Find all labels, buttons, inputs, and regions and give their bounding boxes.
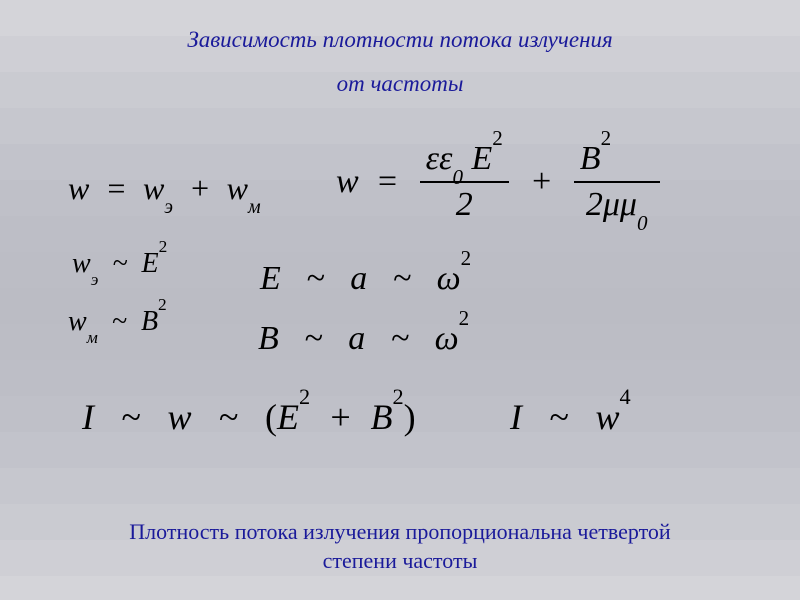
sym-w: w xyxy=(595,397,619,437)
sym-tilde: ~ xyxy=(391,320,409,357)
sym-B: B xyxy=(258,320,279,357)
fraction-magnetic: B2 00 2μμ0 xyxy=(574,140,660,224)
subscript: э xyxy=(91,270,99,289)
sym-E: E xyxy=(260,260,281,297)
formula-we-prop-E2: wэ ~ E2 xyxy=(72,248,167,280)
sym-w: w xyxy=(167,397,191,437)
superscript: 2 xyxy=(392,384,403,409)
fraction-electric: εε0 E2 2 xyxy=(420,140,509,224)
title-line-2: от частоты xyxy=(337,71,464,96)
sym-plus: + xyxy=(530,163,553,200)
sym-E: E xyxy=(142,248,159,279)
sym-B: B xyxy=(580,140,601,177)
bottom-conclusion: Плотность потока излучения пропорциональ… xyxy=(0,517,800,576)
sym-w: w xyxy=(336,163,359,200)
formula-E-a-omega2: E ~ a ~ ω2 xyxy=(260,260,471,298)
sym-I: I xyxy=(510,397,522,437)
sym-tilde: ~ xyxy=(304,320,322,357)
formula-energy-density: w = εε0 E2 2 + B2 00 2μμ0 xyxy=(336,140,664,224)
superscript: 2 xyxy=(601,126,612,150)
formula-energy-sum: w = wэ + wм xyxy=(68,170,261,207)
subscript: 0 xyxy=(452,165,463,189)
superscript: 4 xyxy=(620,384,631,409)
sym-eq: = xyxy=(376,163,399,200)
sym-I: I xyxy=(82,397,94,437)
sym-E: E xyxy=(472,140,493,177)
sym-B: B xyxy=(370,397,392,437)
bottom-line-2: степени частоты xyxy=(323,548,478,573)
sym-epsilon: ε xyxy=(439,140,452,177)
denominator: 2 xyxy=(420,181,509,224)
title-line-1: Зависимость плотности потока излучения xyxy=(187,27,612,52)
sym-w: w xyxy=(68,306,87,337)
superscript: 2 xyxy=(461,246,472,270)
sym-epsilon: ε xyxy=(426,140,439,177)
superscript: 2 xyxy=(159,237,168,256)
sym-w: w xyxy=(68,170,89,206)
sym-lparen: ( xyxy=(265,397,277,437)
sym-eq: = xyxy=(105,170,127,206)
subscript: м xyxy=(87,328,98,347)
sym-tilde: ~ xyxy=(393,260,411,297)
sym-mu: μ xyxy=(603,186,620,223)
page-title: Зависимость плотности потока излучения о… xyxy=(0,0,800,105)
sym-a: a xyxy=(350,260,367,297)
sym-tilde: ~ xyxy=(112,306,127,337)
superscript: 2 xyxy=(492,126,503,150)
sym-w: w xyxy=(72,248,91,279)
sym-rparen: ) xyxy=(404,397,416,437)
formula-I-w-E2B2: I ~ w ~ (E2 + B2) xyxy=(82,396,416,438)
sym-w: w xyxy=(143,170,164,206)
sym-w: w xyxy=(227,170,248,206)
sym-tilde: ~ xyxy=(112,248,127,279)
sym-tilde: ~ xyxy=(219,397,238,437)
subscript: м xyxy=(248,196,261,218)
sym-omega: ω xyxy=(437,260,461,297)
sym-tilde: ~ xyxy=(121,397,140,437)
sym-a: a xyxy=(348,320,365,357)
subscript: 0 xyxy=(637,211,648,235)
superscript: 2 xyxy=(459,306,470,330)
sym-plus: + xyxy=(189,170,211,206)
superscript: 2 xyxy=(158,295,167,314)
formula-I-prop-w4: I ~ w4 xyxy=(510,396,631,438)
sym-omega: ω xyxy=(435,320,459,357)
sym-mu: μ xyxy=(620,186,637,223)
sym-E: E xyxy=(277,397,299,437)
sym-tilde: ~ xyxy=(306,260,324,297)
bottom-line-1: Плотность потока излучения пропорциональ… xyxy=(129,519,670,544)
sym-tilde: ~ xyxy=(549,397,568,437)
sym-B: B xyxy=(141,306,158,337)
superscript: 2 xyxy=(299,384,310,409)
sym-plus: + xyxy=(328,397,352,437)
formula-wm-prop-B2: wм ~ B2 xyxy=(68,306,167,338)
subscript: э xyxy=(164,196,173,218)
formula-B-a-omega2: B ~ a ~ ω2 xyxy=(258,320,469,358)
denominator: 2 xyxy=(586,186,603,223)
